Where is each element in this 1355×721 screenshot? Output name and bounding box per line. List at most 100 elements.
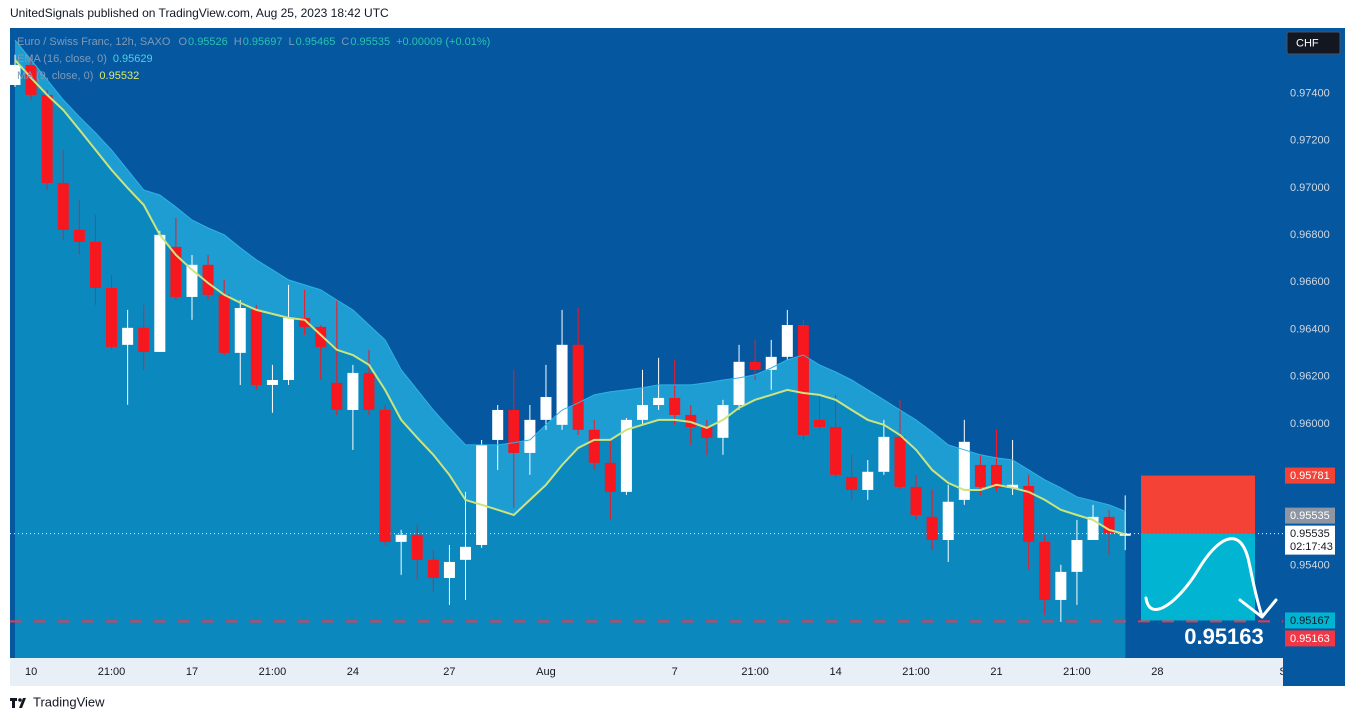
candle-body	[1119, 533, 1131, 536]
candle-body	[379, 409, 391, 542]
legend-text: EMA (16, close, 0)	[17, 53, 107, 65]
footer-brand: TradingView	[33, 694, 105, 709]
indicator-line	[14, 39, 1126, 512]
x-tick-label: 21:00	[902, 666, 930, 678]
y-tick-label: 0.97000	[1290, 182, 1330, 194]
legend-text: 0.95465	[296, 36, 336, 48]
legend-text: C	[341, 36, 349, 48]
candle-body	[492, 409, 504, 440]
candle-body	[266, 379, 278, 385]
candle-body	[814, 419, 825, 427]
candle-body	[604, 462, 616, 492]
x-tick-label: 21:00	[259, 666, 287, 678]
x-tick-label: 28	[1151, 666, 1163, 678]
candle-body	[942, 501, 954, 540]
line-price-label-bg	[1285, 630, 1335, 647]
candle-body	[218, 294, 230, 353]
target-price-label: 0.95167	[1290, 615, 1330, 627]
x-tick-label: 17	[186, 666, 198, 678]
x-tick-label: Aug	[536, 666, 556, 678]
x-tick-label: 27	[443, 666, 455, 678]
candle-body	[315, 326, 327, 347]
indicator-area	[15, 60, 1126, 658]
candle-body	[1071, 539, 1083, 572]
target-zone	[1141, 533, 1255, 621]
x-tick-label: 14	[829, 666, 841, 678]
legend-text: H	[234, 36, 242, 48]
candle-body	[1007, 484, 1019, 488]
line-price-label: 0.95163	[1290, 633, 1330, 645]
legend-text: 0.95697	[243, 36, 283, 48]
candle-body	[138, 327, 150, 352]
x-tick-label: 7	[672, 666, 678, 678]
y-tick-label: 0.95400	[1290, 559, 1330, 571]
stop-zone	[1141, 475, 1255, 534]
candle-body	[250, 309, 262, 385]
drawn-arrow-head	[1238, 598, 1278, 619]
candle-body	[299, 317, 311, 327]
candle-body	[717, 405, 729, 438]
target-price-label-bg	[1285, 612, 1335, 629]
candle-body	[878, 436, 890, 472]
last-price-box	[1285, 525, 1335, 555]
candle-body	[830, 426, 842, 475]
legend-text: MA (9, close, 0)	[17, 70, 93, 82]
candle-body	[637, 405, 649, 420]
candle-body	[106, 287, 118, 347]
candle-body	[395, 534, 407, 542]
footer-logo	[10, 698, 26, 708]
legend-text: 0.95535	[350, 36, 390, 48]
candle-body	[331, 382, 343, 410]
legend-text: L	[289, 36, 295, 48]
legend-text: 0.95526	[188, 36, 228, 48]
legend-text: O	[178, 36, 187, 48]
currency-button[interactable]	[1286, 31, 1341, 55]
last-price-label: 0.95535	[1290, 528, 1330, 540]
candle-body	[846, 476, 858, 490]
candle-body	[990, 464, 1002, 488]
y-tick-label: 0.96600	[1290, 276, 1330, 288]
candle-body	[524, 419, 536, 453]
candle-body	[186, 264, 198, 297]
candle-body	[170, 246, 182, 297]
previous-close-label-bg	[1285, 507, 1335, 524]
x-tick-label: 21:00	[741, 666, 769, 678]
indicator-line	[14, 59, 1126, 536]
x-tick-label: 10	[25, 666, 37, 678]
candle-body	[797, 325, 809, 435]
candle-body	[958, 441, 970, 500]
currency-label[interactable]: CHF	[1296, 37, 1319, 49]
candle-body	[460, 546, 472, 560]
y-tick-label: 0.96800	[1290, 229, 1330, 241]
plot-area: 0.95163	[10, 39, 1283, 658]
x-tick-label: 21	[990, 666, 1002, 678]
level-annotation: 0.95163	[1184, 624, 1264, 649]
candle-body	[427, 559, 439, 578]
time-axis	[10, 658, 1283, 686]
candle-body	[122, 327, 134, 345]
candle-body	[653, 397, 665, 406]
candle-body	[1039, 541, 1051, 600]
candle-body	[572, 344, 584, 430]
candle-body	[363, 372, 375, 410]
y-tick-label: 0.96200	[1290, 371, 1330, 383]
y-tick-label: 0.97200	[1290, 135, 1330, 147]
candle-body	[1055, 571, 1067, 600]
candle-body	[685, 414, 697, 427]
candle-body	[25, 64, 37, 95]
previous-close-label: 0.95535	[1290, 510, 1330, 522]
legend-text: 0.95532	[99, 70, 139, 82]
candle-body	[556, 344, 568, 425]
candle-body	[73, 229, 85, 242]
legend-text: Euro / Swiss Franc, 12h, SAXO	[17, 36, 171, 48]
candle-body	[1023, 485, 1035, 542]
bar-countdown: 02:17:43	[1290, 541, 1333, 553]
x-tick-label: Se	[1279, 666, 1292, 678]
candle-body	[202, 264, 214, 295]
y-tick-label: 0.96400	[1290, 323, 1330, 335]
candle-body	[89, 241, 101, 288]
candle-body	[910, 486, 922, 515]
candle-body	[10, 64, 21, 85]
y-tick-label: 0.96000	[1290, 418, 1330, 430]
